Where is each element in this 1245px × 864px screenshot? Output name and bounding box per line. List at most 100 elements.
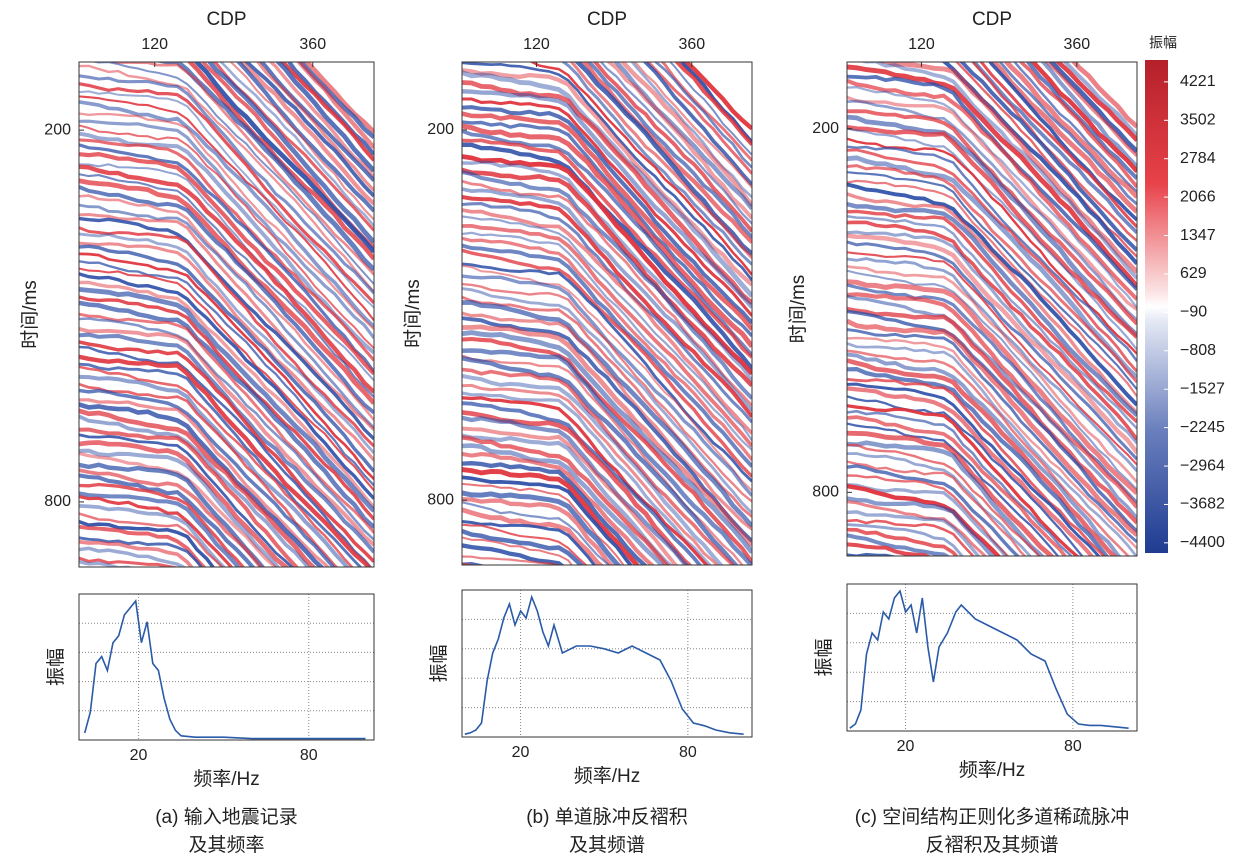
reflector [1013, 62, 1137, 193]
reflector [847, 265, 1137, 484]
reflector [979, 62, 1137, 228]
reflector [847, 349, 1130, 556]
reflector [79, 494, 234, 567]
reflector [462, 208, 752, 435]
reflector [847, 415, 1068, 556]
reflector [79, 414, 311, 567]
reflector [847, 422, 1060, 556]
seismic-section [462, 62, 752, 565]
x-tick-label: 120 [523, 36, 550, 53]
reflector [847, 62, 1137, 280]
reflector [592, 62, 752, 233]
reflector [462, 401, 703, 565]
reflector [79, 388, 336, 567]
reflector [258, 62, 374, 182]
reflector [462, 507, 605, 565]
x-tick-label: 360 [299, 36, 326, 53]
reflector [462, 295, 752, 518]
reflector [462, 426, 679, 565]
reflector [79, 163, 374, 382]
reflector [1071, 62, 1137, 129]
spectrum-line [849, 589, 1129, 729]
reflector [847, 127, 1137, 351]
reflector [462, 555, 561, 565]
reflector [847, 483, 1008, 556]
reflector [462, 354, 745, 565]
reflector [847, 251, 1137, 466]
reflector [462, 67, 752, 287]
reflector [462, 391, 712, 565]
reflector [79, 185, 374, 415]
reflector [569, 62, 752, 259]
colorbar-tick-label: −808 [1180, 342, 1216, 359]
reflector [79, 462, 266, 567]
x-tick-label: 120 [141, 36, 168, 53]
reflector [79, 512, 224, 567]
reflector [462, 461, 648, 565]
reflector [847, 518, 975, 556]
reflector [1062, 62, 1137, 138]
reflector [1055, 62, 1137, 142]
reflector [847, 192, 1137, 414]
reflector [847, 182, 1137, 407]
reflector [462, 475, 633, 565]
reflector [847, 220, 1137, 441]
reflector [847, 460, 1027, 556]
caption: 及其频率 [188, 834, 264, 856]
reflector [79, 560, 132, 567]
reflector [847, 342, 1137, 556]
x-tick-label: 120 [908, 36, 935, 53]
reflector [462, 243, 752, 468]
reflector [462, 467, 640, 565]
reflector [79, 536, 203, 567]
reflector [847, 474, 1010, 556]
reflector [79, 382, 339, 567]
colorbar-tick-label: −4400 [1180, 534, 1225, 551]
colorbar-tick-label: 1347 [1180, 227, 1216, 244]
reflector [462, 264, 752, 492]
reflector [462, 105, 752, 325]
reflector [586, 62, 752, 239]
reflector [462, 215, 752, 442]
reflector [462, 62, 752, 282]
reflector [79, 272, 374, 500]
caption: 及其频谱 [569, 834, 645, 856]
reflector [79, 74, 374, 295]
colorbar [1145, 60, 1168, 553]
y-tick-label: 800 [812, 484, 839, 501]
reflector [642, 62, 752, 186]
reflector [462, 367, 736, 565]
caption: (c) 空间结构正则化多道稀疏脉冲 [855, 806, 1129, 828]
x-tick-label: 20 [897, 738, 915, 755]
reflector [79, 173, 374, 398]
frame [461, 61, 753, 566]
x-tick-label: 360 [1063, 36, 1090, 53]
reflector [79, 252, 374, 480]
caption: (a) 输入地震记录 [155, 806, 298, 828]
reflector [79, 95, 374, 322]
frame [78, 593, 375, 741]
reflector [646, 62, 752, 175]
reflector [79, 546, 187, 567]
x-tick-label: 80 [300, 747, 318, 764]
reflector [79, 327, 374, 547]
reflector [462, 248, 752, 478]
reflector [847, 527, 959, 556]
colorbar-tick-label: 2784 [1180, 150, 1216, 167]
x-tick-label: 20 [512, 744, 530, 761]
reflector [462, 179, 752, 407]
colorbar-tick-label: 4221 [1180, 73, 1216, 90]
reflector [462, 520, 597, 565]
reflector [79, 244, 374, 473]
reflector [79, 138, 374, 362]
reflector [955, 62, 1137, 258]
reflector [79, 295, 374, 521]
reflector [79, 287, 374, 513]
reflector [462, 187, 752, 412]
reflector [847, 464, 1020, 556]
reflector [847, 533, 951, 556]
reflector [79, 164, 374, 394]
reflector [79, 433, 294, 567]
reflector [462, 223, 752, 448]
